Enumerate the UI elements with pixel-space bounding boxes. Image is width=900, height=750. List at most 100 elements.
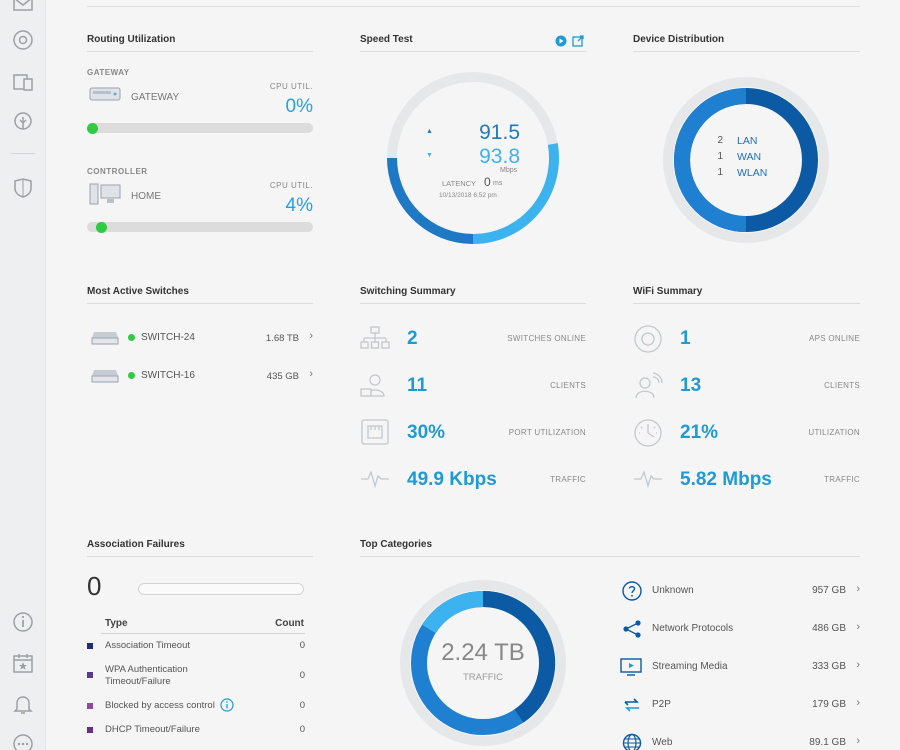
controller-computer-icon [89,183,121,205]
categories-donut [400,580,566,746]
routing-title: Routing Utilization [87,34,176,45]
web-segment [422,591,484,634]
failure-type: Blocked by access control [105,700,215,711]
port-icon [361,419,389,445]
categories-total: 2.24 TB [441,639,525,666]
info-icon[interactable] [220,698,234,712]
association-title: Association Failures [87,539,185,550]
unknown-segment [482,590,556,723]
legend-swatch [87,643,93,649]
open-external-icon[interactable] [572,35,584,47]
table-row: Blocked by access control 0 [87,698,305,714]
info-icon[interactable] [11,610,35,634]
globe-icon [622,733,642,750]
category-label: Streaming Media [652,661,728,672]
chevron-right-icon: › [309,368,313,380]
status-online-dot [128,372,135,379]
routing-utilization-panel: Routing Utilization GATEWAY GATEWAY CPU … [87,34,313,244]
switches-online-value: 2 [407,328,418,349]
category-row[interactable]: Unknown 957 GB › [620,579,860,603]
switching-summary-panel: Switching Summary 2 SWITCHES ONLINE 11 C… [360,286,586,506]
legend-swatch [87,672,93,678]
legend-swatch [87,703,93,709]
run-test-icon[interactable] [555,35,567,47]
latency-label: LATENCY [442,179,477,188]
wifi-title: WiFi Summary [633,286,703,297]
controller-cpu-label: CPU UTIL. [269,181,313,190]
switch-row[interactable]: SWITCH-16 435 GB › [87,366,313,386]
latency-unit: ms [493,180,503,187]
switch-row[interactable]: SWITCH-24 1.68 TB › [87,328,313,348]
association-total: 0 [87,571,102,601]
gateway-section-label: GATEWAY [87,68,130,77]
category-value: 179 GB [812,699,846,710]
map-pin-icon[interactable] [11,110,35,134]
controller-cpu-value: 4% [285,195,313,216]
failure-count: 0 [299,724,305,735]
gateway-cpu-indicator [87,123,98,134]
category-row[interactable]: Web 89.1 GB › [620,731,860,750]
download-arrow-icon: ▲ [426,128,433,135]
controller-name: HOME [131,191,161,202]
controller-cpu-bar [87,222,313,232]
table-row: Association Timeout 0 [87,640,305,654]
mail-icon[interactable] [11,0,35,16]
category-row[interactable]: P2P 179 GB › [620,693,860,717]
categories-title: Top Categories [360,539,433,550]
devices-icon[interactable] [11,70,35,94]
categories-total-label: TRAFFIC [462,672,504,683]
switch-traffic: 435 GB [266,371,299,382]
top-categories-panel: Top Categories 2.24 TB TRAFFIC Unknown 9… [360,539,860,750]
category-value: 89.1 GB [809,737,846,748]
bell-icon[interactable] [11,692,35,716]
table-row: DHCP Timeout/Failure 0 [87,724,305,738]
col-count-header: Count [275,618,304,629]
switches-title: Most Active Switches [87,286,189,297]
switches-online-label: SWITCHES ONLINE [507,334,586,343]
question-icon [622,581,642,601]
switch-traffic: 1.68 TB [265,333,299,344]
title-rule [633,303,860,304]
category-label: Web [652,737,673,748]
gateway-cpu-value: 0% [285,96,313,117]
title-rule [87,303,313,304]
category-row[interactable]: Network Protocols 486 GB › [620,617,860,641]
switch-traffic-value: 49.9 Kbps [407,469,497,490]
title-rule [87,556,313,557]
category-label: Network Protocols [652,623,734,634]
share-icon [623,620,641,638]
wireless-client-icon [635,372,663,399]
switch-icon [91,332,119,345]
category-label: Unknown [652,585,694,596]
switch-clients-value: 11 [407,375,428,396]
device-distribution-donut [663,77,829,243]
speed-title: Speed Test [360,34,413,45]
gauge-icon [634,419,662,447]
radio-icon[interactable] [11,28,35,52]
switching-title: Switching Summary [360,286,456,297]
title-rule [360,303,586,304]
device-distribution-title: Device Distribution [633,34,725,45]
controller-cpu-indicator [96,222,107,233]
speed-test-panel: Speed Test ▲ ▼ 91.5 93.8 Mbps LATENCY 0 … [360,34,586,254]
sidebar [0,0,46,750]
chevron-right-icon: › [856,621,860,633]
failure-type: DHCP Timeout/Failure [105,724,200,735]
gateway-cpu-bar [87,123,313,133]
wifi-traffic-label: TRAFFIC [824,475,860,484]
speed-unit: Mbps [500,167,518,174]
wifi-clients-label: CLIENTS [824,381,860,390]
category-row[interactable]: Streaming Media 333 GB › [620,655,860,679]
switch-name: SWITCH-16 [141,370,195,381]
clients-icon [360,374,385,397]
association-failure-bar [138,583,304,595]
category-value: 957 GB [812,585,846,596]
more-icon[interactable] [11,732,35,750]
calendar-star-icon[interactable] [11,651,35,675]
switch-icon [91,370,119,383]
shield-icon[interactable] [11,176,35,200]
switch-traffic-label: TRAFFIC [550,475,586,484]
gateway-device-icon [89,87,121,101]
traffic-icon [634,470,662,489]
category-value: 333 GB [812,661,846,672]
